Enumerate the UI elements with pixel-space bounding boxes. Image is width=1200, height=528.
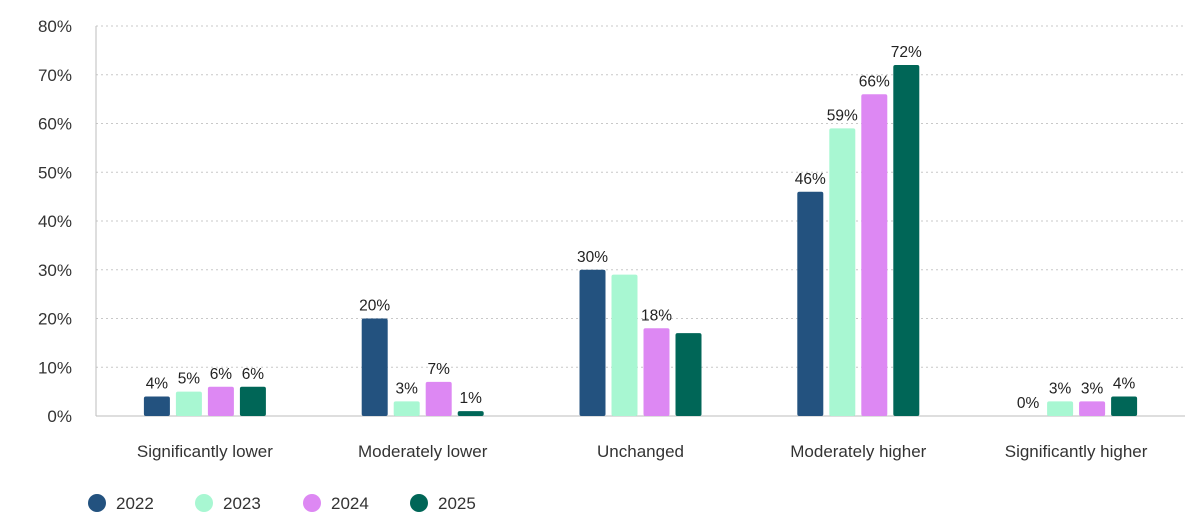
bar-2023-5 [1047,401,1074,416]
grid [95,25,1185,417]
bar-2023-3 [611,274,638,416]
bar-2022-1 [143,396,170,416]
legend-label-2023: 2023 [223,494,261,513]
legend: 2022 2023 2024 2025 [88,494,476,513]
bar-2022-4 [797,191,824,416]
data-label: 3% [1049,380,1072,397]
y-axis-ticks: 0% 10% 20% 30% 40% 50% 60% 70% 80% [38,17,72,426]
legend-label-2022: 2022 [116,494,154,513]
y-tick-label: 80% [38,17,72,36]
bar-2024-2 [425,381,452,416]
bar-2024-4 [861,94,888,416]
data-label: 66% [859,73,890,90]
x-tick-label: Significantly higher [1005,442,1148,461]
bars [143,65,1138,416]
x-tick-label: Moderately lower [358,442,488,461]
bar-2024-1 [207,386,234,416]
data-label: 3% [1081,380,1104,397]
bar-2023-4 [829,128,856,416]
y-tick-label: 50% [38,163,72,182]
y-tick-label: 40% [38,212,72,231]
y-tick-label: 0% [47,407,72,426]
x-tick-label: Unchanged [597,442,684,461]
bar-2023-2 [393,401,420,416]
bar-2025-2 [457,411,484,416]
bar-2023-1 [175,391,202,416]
data-label: 3% [395,380,418,397]
data-label: 4% [146,376,169,393]
legend-marker-2024 [303,494,321,512]
x-axis-labels: Significantly lower Moderately lower Uncha… [137,442,1148,461]
legend-marker-2025 [410,494,428,512]
data-label: 6% [242,366,265,383]
legend-label-2024: 2024 [331,494,369,513]
legend-label-2025: 2025 [438,494,476,513]
data-label: 46% [795,171,826,188]
data-label: 30% [577,249,608,266]
x-tick-label: Moderately higher [790,442,926,461]
x-tick-label: Significantly lower [137,442,273,461]
bar-2025-3 [675,333,702,416]
legend-marker-2023 [195,494,213,512]
y-tick-label: 10% [38,358,72,377]
bar-2024-5 [1079,401,1106,416]
data-label: 18% [641,307,672,324]
bar-2025-1 [239,386,266,416]
data-label: 1% [459,390,482,407]
data-labels: 4% 5% 6% 6% 20% 3% 7% 1% 30% 18% 46% 59%66%72% 0% 3% 3… [146,44,1136,412]
y-tick-label: 60% [38,115,72,134]
data-label: 4% [1113,376,1136,393]
bar-2025-4 [893,65,920,416]
legend-marker-2022 [88,494,106,512]
bar-2024-3 [643,328,670,416]
data-label: 59% [827,107,858,124]
bar-2022-2 [361,318,388,416]
data-label: 0% [1017,395,1040,412]
data-label: 6% [210,366,233,383]
data-label: 7% [427,361,450,378]
y-tick-label: 30% [38,261,72,280]
data-label: 72% [891,44,922,61]
bar-2025-5 [1111,396,1138,416]
y-tick-label: 20% [38,310,72,329]
y-tick-label: 70% [38,66,72,85]
data-label: 5% [178,371,201,388]
bar-2022-3 [579,269,606,416]
data-label: 20% [359,298,390,315]
